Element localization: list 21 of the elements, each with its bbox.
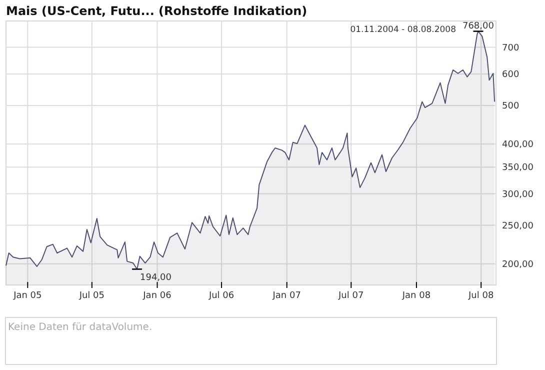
- x-tick-label: Jan 08: [401, 291, 431, 301]
- chart-title: Mais (US-Cent, Futu... (Rohstoffe Indikation): [6, 4, 308, 18]
- x-tick-label: Jan 07: [272, 291, 301, 301]
- x-tick-label: Jan 05: [12, 291, 42, 301]
- x-tick-label: Jan 06: [142, 291, 172, 301]
- annotation: 768,00: [462, 21, 494, 32]
- y-tick-label: 600: [502, 70, 520, 80]
- text: Keine Daten für dataVolume.: [8, 322, 152, 333]
- x-tick-label: Jul 06: [208, 291, 234, 301]
- y-tick-label: 400,00: [502, 140, 534, 150]
- x-tick-label: Jul 07: [338, 291, 364, 301]
- y-tick-label: 350,00: [502, 163, 534, 174]
- x-tick-label: Jul 08: [468, 291, 494, 301]
- y-tick-label: 700: [502, 43, 520, 54]
- annotation: 01.11.2004 - 08.08.2008: [350, 25, 456, 35]
- y-tick-label: 500: [502, 101, 520, 112]
- y-tick-label: 300,00: [502, 190, 534, 200]
- y-tick-label: 250,00: [502, 221, 534, 232]
- annotation: 194,00: [140, 273, 172, 284]
- y-tick-label: 200,00: [502, 260, 534, 270]
- x-tick-label: Jul 05: [78, 291, 105, 301]
